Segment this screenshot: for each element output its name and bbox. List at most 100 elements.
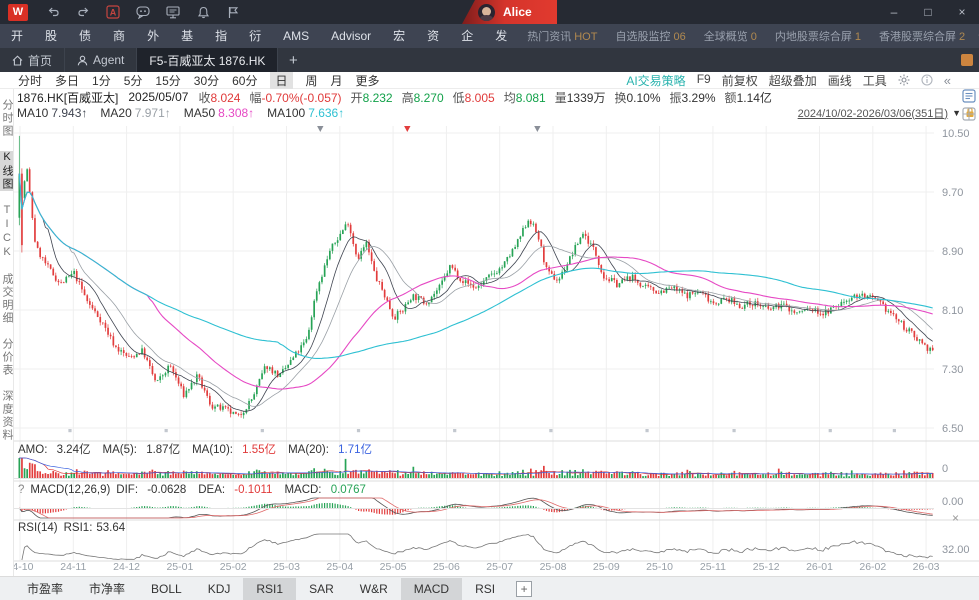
quote-field-label-7: 换 <box>614 90 627 105</box>
redo-icon[interactable] <box>68 0 98 24</box>
indicator-tab-[interactable]: 市盈率 <box>27 582 64 596</box>
quick-panel-badge-2: 0 <box>750 31 757 43</box>
period-0[interactable]: 分时 <box>18 73 43 88</box>
menu-item-8[interactable]: AMS <box>283 29 310 43</box>
tab-stock-active[interactable]: F5-百威亚太 1876.HK <box>137 48 279 72</box>
indicator-tab-[interactable]: 市净率 <box>89 582 126 596</box>
quick-panel-label-2: 全球概览 <box>703 31 748 43</box>
indicator-tab-rsi[interactable]: RSI <box>475 581 496 596</box>
close-button[interactable]: × <box>958 5 966 19</box>
indicator-tab-sar[interactable]: SAR <box>309 581 334 596</box>
menu-item-7[interactable]: 衍生品 <box>249 29 262 91</box>
period-toolbar: 分时 多日 1分 5分 15分 30分 60分日周月更多 AI交易策略 F9 前复权 超级叠加 画线… <box>0 71 979 89</box>
monitor-icon[interactable] <box>158 0 188 24</box>
sidebar-item-0[interactable]: 分时图 <box>1 99 13 138</box>
period-10[interactable]: 更多 <box>355 73 380 88</box>
date-range-selector[interactable]: 2024/10/02-2026/03/06(351日) ▼ <box>798 105 975 121</box>
svg-text:25-08: 25-08 <box>540 561 567 573</box>
sidebar-item-5[interactable]: 深度资料 <box>1 390 13 442</box>
settings-gear-icon[interactable] <box>898 74 910 86</box>
sidebar-item-2[interactable]: TICK <box>1 204 13 260</box>
quick-panel-4[interactable]: 香港股票综合屏 2 <box>870 28 974 44</box>
menu-item-3[interactable]: 商品 <box>113 29 126 67</box>
app-logo[interactable]: W <box>8 3 28 21</box>
tool-link-1[interactable]: F9 <box>696 71 711 86</box>
indicator-tab-wr[interactable]: W&R <box>359 581 388 596</box>
alice-assistant-banner[interactable]: Alice <box>462 0 557 24</box>
volume-legend-2: MA(10): 1.55亿 <box>192 441 282 457</box>
tool-link-2[interactable]: 前复权 <box>721 73 758 88</box>
volume-legend-label-3: MA(20): <box>288 444 333 456</box>
undo-icon[interactable] <box>38 0 68 24</box>
period-2[interactable]: 1分 <box>92 73 111 88</box>
menu-item-4[interactable]: 外汇 <box>147 29 160 67</box>
sidebar-item-3[interactable]: 成交明细 <box>1 273 13 325</box>
menu-item-10[interactable]: 宏观 <box>393 29 406 67</box>
bell-icon[interactable] <box>188 0 218 24</box>
edge-icons <box>961 89 977 121</box>
menu-item-0[interactable]: 开始 <box>11 29 24 67</box>
ma-legend-row: MA10 7.943↑ MA20 7.971↑ MA50 8.308↑ MA100 7.636… <box>17 105 975 120</box>
tool-link-3[interactable]: 超级叠加 <box>768 73 817 88</box>
menu-item-12[interactable]: 企业 <box>461 29 474 67</box>
quick-panel-3[interactable]: 内地股票综合屏 1 <box>766 28 870 44</box>
quick-panel-label-4: 香港股票综合屏 <box>878 31 956 43</box>
report-panel-icon[interactable] <box>962 89 976 103</box>
menu-item-11[interactable]: 资讯 <box>427 29 440 67</box>
auto-trade-icon[interactable]: A <box>98 0 128 24</box>
kline-chart[interactable]: 10.50 9.70 8.90 8.10 7.30 6.50 0 0.00 × 32.00 24-1… <box>14 120 979 576</box>
info-circle-icon[interactable] <box>921 74 933 86</box>
period-9[interactable]: 月 <box>330 73 343 88</box>
menu-item-9[interactable]: Advisor <box>331 29 372 43</box>
ma-items: MA10 7.943↑ MA20 7.971↑ MA50 8.308↑ MA100 7.636… <box>17 106 357 120</box>
tab-home[interactable]: 首页 <box>0 48 66 72</box>
tabbar-tool-icon[interactable] <box>961 54 973 66</box>
tab-stock-label: F5-百威亚太 1876.HK <box>149 53 266 68</box>
quick-panel-0[interactable]: 热门资讯 HOT <box>518 28 606 44</box>
quote-field-2: 开8.232 <box>351 89 393 106</box>
tab-agent[interactable]: Agent <box>65 48 138 72</box>
period-6[interactable]: 60分 <box>232 73 258 88</box>
tool-link-0[interactable]: AI交易策略 <box>626 73 686 88</box>
menu-overflow-button[interactable]: ... <box>974 27 979 45</box>
ma-legend-1: MA20 7.971↑ <box>100 106 170 120</box>
flag-icon[interactable] <box>218 0 248 24</box>
sidebar-item-1[interactable]: K线图 <box>0 151 13 191</box>
period-8[interactable]: 周 <box>305 73 318 88</box>
maximize-button[interactable]: □ <box>924 5 932 19</box>
add-indicator-button[interactable]: + <box>516 580 533 597</box>
quote-field-label-5: 均 <box>503 90 516 105</box>
period-7[interactable]: 日 <box>270 71 293 89</box>
period-1[interactable]: 多日 <box>55 73 80 88</box>
chat-icon[interactable] <box>128 0 158 24</box>
tool-link-4[interactable]: 画线 <box>827 73 852 88</box>
period-5[interactable]: 30分 <box>193 73 220 88</box>
menu-item-6[interactable]: 指数 <box>215 29 228 67</box>
macd-panel-close-icon[interactable]: × <box>952 511 959 525</box>
ma-legend-2: MA50 8.308↑ <box>184 106 254 120</box>
period-3[interactable]: 5分 <box>123 73 143 88</box>
quick-panel-1[interactable]: 自选股监控 06 <box>606 28 694 44</box>
menu-item-5[interactable]: 基金 <box>181 29 194 67</box>
volume-legend-value-0: 3.24亿 <box>56 444 91 456</box>
new-tab-button[interactable]: + <box>289 51 298 69</box>
menu-item-2[interactable]: 债券 <box>79 29 92 67</box>
period-4[interactable]: 15分 <box>155 73 181 88</box>
sidebar-item-4[interactable]: 分价表 <box>1 338 13 377</box>
menu-item-13[interactable]: 发现 <box>495 29 508 67</box>
quote-field-value-0: 8.024 <box>210 90 241 105</box>
grid-panel-icon[interactable] <box>962 107 976 121</box>
quote-field-value-9: 1.14亿 <box>736 90 772 105</box>
minimize-button[interactable]: – <box>890 5 898 19</box>
indicator-tab-kdj[interactable]: KDJ <box>207 581 231 596</box>
indicator-tab-rsi1[interactable]: RSI1 <box>243 577 297 600</box>
quick-panel-2[interactable]: 全球概览 0 <box>695 28 766 44</box>
indicator-tab-boll[interactable]: BOLL <box>151 581 182 596</box>
tool-link-5[interactable]: 工具 <box>862 73 887 88</box>
collapse-toolbar-button[interactable]: « <box>943 72 951 88</box>
help-icon[interactable]: ? <box>18 484 25 496</box>
menu-item-1[interactable]: 股票 <box>45 29 58 67</box>
svg-text:25-06: 25-06 <box>433 561 460 573</box>
indicator-tab-macd[interactable]: MACD <box>400 577 463 600</box>
quote-symbol[interactable]: 1876.HK[百威亚太] <box>17 90 119 105</box>
